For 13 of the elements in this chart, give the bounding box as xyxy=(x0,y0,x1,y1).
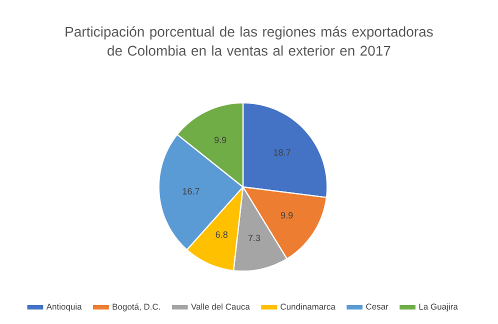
legend-label: Cesar xyxy=(366,304,388,310)
data-label: 18.7 xyxy=(274,149,290,156)
legend-label: Valle del Cauca xyxy=(191,303,250,310)
data-label: 16.7 xyxy=(182,188,200,195)
data-label: 9.9 xyxy=(214,136,226,144)
data-label: 6.8 xyxy=(216,231,228,238)
legend-label: Antioquia xyxy=(46,303,82,312)
legend-label: Bogotá, D.C. xyxy=(112,303,160,312)
legend-label: La Guajira xyxy=(419,303,458,312)
data-label: 9.9 xyxy=(281,212,293,218)
data-label: 7.3 xyxy=(248,234,260,242)
chart-title: Participación porcentual de las regiones más exportadoras de Colombia en la ventas al exterior en 2017 xyxy=(66,26,433,56)
legend-label: Cundinamarca xyxy=(280,303,336,310)
